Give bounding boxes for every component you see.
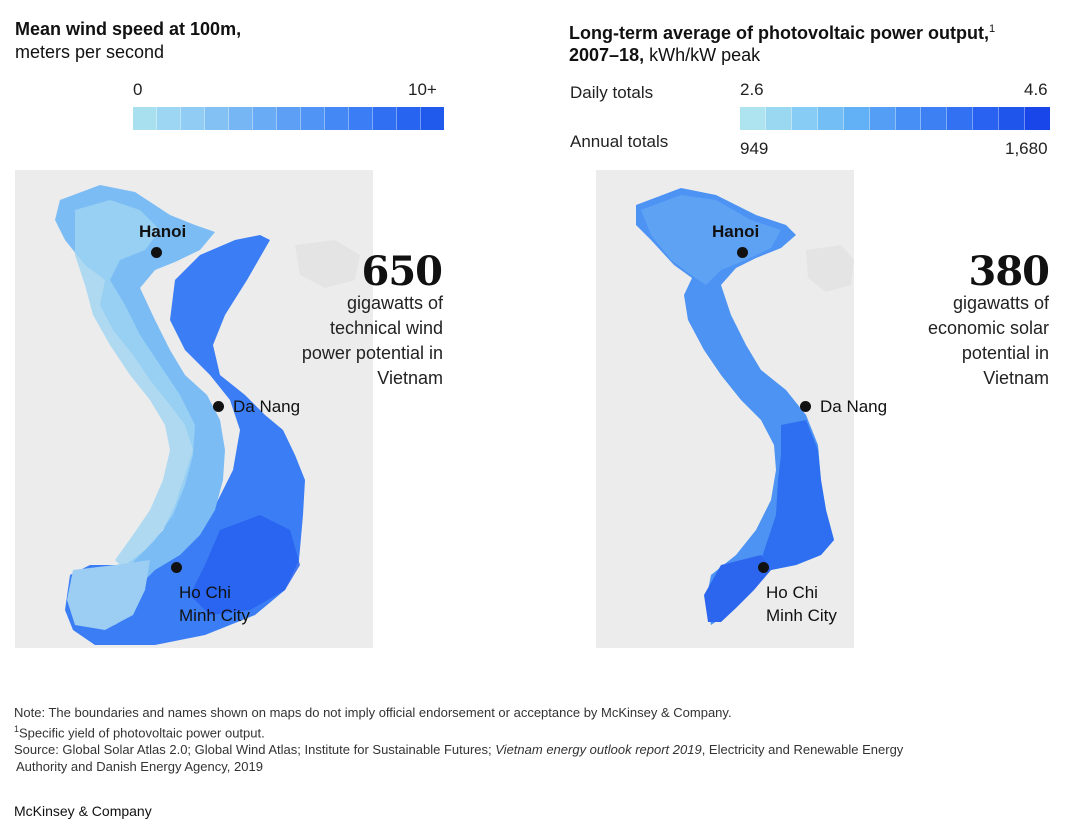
note-line-3: Source: Global Solar Atlas 2.0; Global W… <box>14 741 1064 758</box>
note-line-2-text: Specific yield of photovoltaic power out… <box>19 725 265 741</box>
wind-description: gigawatts of technical wind power potent… <box>302 291 443 391</box>
note-source-b: , Electricity and Renewable Energy <box>701 742 904 758</box>
solar-legend-swatch <box>791 107 818 130</box>
wind-legend-swatch <box>229 107 253 130</box>
wind-desc-line: gigawatts of <box>346 293 443 313</box>
wind-legend-swatch <box>181 107 205 130</box>
solar-daily-min: 2.6 <box>740 80 764 99</box>
solar-big-number: 380 <box>968 248 1050 295</box>
wind-legend-swatch <box>373 107 397 130</box>
solar-legend-swatch <box>999 107 1026 130</box>
solar-title-years: 2007–18, <box>569 45 645 65</box>
hcmc-dot-wind <box>171 562 182 573</box>
wind-desc-line: Vietnam <box>377 368 443 388</box>
wind-title: Mean wind speed at 100m, <box>15 18 241 40</box>
solar-legend-swatch <box>1025 107 1051 130</box>
solar-desc-line: Vietnam <box>983 368 1049 388</box>
solar-row1-label: Daily totals <box>570 83 654 102</box>
hanoi-label-wind: Hanoi <box>139 222 187 241</box>
wind-scale-max: 10+ <box>408 80 437 99</box>
wind-legend-swatch <box>349 107 373 130</box>
wind-desc-line: power potential in <box>301 343 443 363</box>
solar-legend-swatch <box>921 107 948 130</box>
solar-title-unit: kWh/kW peak <box>644 45 761 65</box>
solar-legend-swatch <box>869 107 896 130</box>
note-line-4: Authority and Danish Energy Agency, 2019 <box>16 759 263 775</box>
solar-legend-swatch <box>947 107 974 130</box>
solar-legend-swatch <box>843 107 870 130</box>
footnotes: Note: The boundaries and names shown on … <box>14 704 1064 775</box>
wind-map <box>15 170 373 648</box>
wind-legend-swatch <box>325 107 349 130</box>
hainan-island-left <box>295 240 360 288</box>
solar-annual-min: 949 <box>740 139 769 158</box>
wind-landmass-highlands <box>75 200 195 570</box>
solar-desc-line: economic solar <box>927 318 1049 338</box>
wind-scale-min: 0 <box>133 80 143 99</box>
brand-logo: McKinsey & Company <box>14 803 152 819</box>
wind-offshore-deep <box>190 515 300 615</box>
solar-description: gigawatts of economic solar potential in… <box>928 291 1049 391</box>
wind-desc-line: technical wind <box>329 318 443 338</box>
solar-title: Long-term average of photovoltaic power … <box>569 18 995 66</box>
note-source-italic: Vietnam energy outlook report 2019 <box>495 742 702 758</box>
solar-daily-max: 4.6 <box>1024 80 1048 99</box>
wind-legend-swatch <box>133 107 157 130</box>
solar-legend-bar <box>740 107 1051 130</box>
wind-legend-bar <box>133 107 444 130</box>
danang-label-wind: Da Nang <box>233 397 301 416</box>
hcmc-label-wind-2: Minh City <box>179 606 250 625</box>
hcmc-label-solar-1: Ho Chi <box>766 583 818 602</box>
hcmc-dot-solar <box>758 562 769 573</box>
solar-desc-line: potential in <box>961 343 1049 363</box>
wind-mekong-region <box>67 560 150 630</box>
hainan-island-right <box>806 245 854 292</box>
solar-legend-swatch <box>765 107 792 130</box>
solar-south-region <box>756 420 834 575</box>
wind-subtitle: meters per second <box>15 42 165 62</box>
danang-dot-solar <box>800 401 811 412</box>
wind-legend-swatch <box>301 107 325 130</box>
wind-legend-swatch <box>277 107 301 130</box>
hcmc-label-solar-2: Minh City <box>766 606 837 625</box>
solar-row2-label: Annual totals <box>570 132 669 151</box>
note-footnote-marker: 1 <box>14 724 20 734</box>
danang-label-solar: Da Nang <box>820 397 888 416</box>
wind-legend-swatch <box>157 107 181 130</box>
solar-mekong-region <box>704 555 771 622</box>
wind-legend-swatch <box>421 107 444 130</box>
wind-legend-swatch <box>397 107 421 130</box>
hanoi-dot-wind <box>151 247 162 258</box>
note-source-a: Source: Global Solar Atlas 2.0; Global W… <box>14 742 496 758</box>
wind-landmass <box>55 185 225 625</box>
wind-big-number: 650 <box>361 248 443 295</box>
solar-legend-swatch <box>817 107 844 130</box>
hcmc-label-wind-1: Ho Chi <box>179 583 231 602</box>
wind-legend-swatch <box>205 107 229 130</box>
solar-legend-swatch <box>973 107 1000 130</box>
solar-legend-swatch <box>740 107 766 130</box>
hanoi-label-solar: Hanoi <box>712 222 760 241</box>
wind-title-text: Mean wind speed at 100m, <box>15 19 242 39</box>
solar-desc-line: gigawatts of <box>952 293 1049 313</box>
wind-legend-swatch <box>253 107 277 130</box>
solar-north-region <box>641 195 781 285</box>
solar-annual-max: 1,680 <box>1005 139 1048 158</box>
note-line-2: 1Specific yield of photovoltaic power ou… <box>14 721 1064 741</box>
solar-title-text: Long-term average of photovoltaic power … <box>569 23 990 43</box>
hanoi-dot-solar <box>737 247 748 258</box>
solar-legend-swatch <box>895 107 922 130</box>
solar-map <box>596 170 854 648</box>
danang-dot-wind <box>213 401 224 412</box>
note-line-1: Note: The boundaries and names shown on … <box>14 705 732 720</box>
solar-title-footnote: 1 <box>989 23 996 35</box>
